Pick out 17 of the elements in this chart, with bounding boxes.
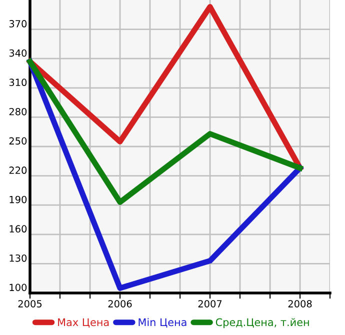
y-tick-label: 130: [10, 254, 27, 262]
y-tick-label: 220: [9, 166, 27, 174]
legend-label: Min Цена: [138, 318, 186, 328]
y-tick-label: 160: [10, 225, 27, 233]
y-tick-label: 190: [10, 196, 27, 204]
legend-label: Max Цена: [58, 318, 109, 328]
x-tick-label: 2005: [18, 300, 42, 308]
x-tick-label: 2007: [198, 300, 222, 308]
y-tick-label: 340: [9, 49, 27, 57]
x-tick-label: 2008: [288, 300, 312, 308]
y-tick-label: 100: [10, 284, 27, 292]
y-tick-label: 370: [9, 20, 27, 28]
y-tick-label: 250: [9, 137, 27, 145]
x-tick-label: 2006: [108, 300, 132, 308]
y-tick-label: 310: [9, 78, 27, 86]
legend-label: Сред.Цена, т.йен: [216, 318, 309, 328]
y-tick-label: 280: [9, 108, 27, 116]
